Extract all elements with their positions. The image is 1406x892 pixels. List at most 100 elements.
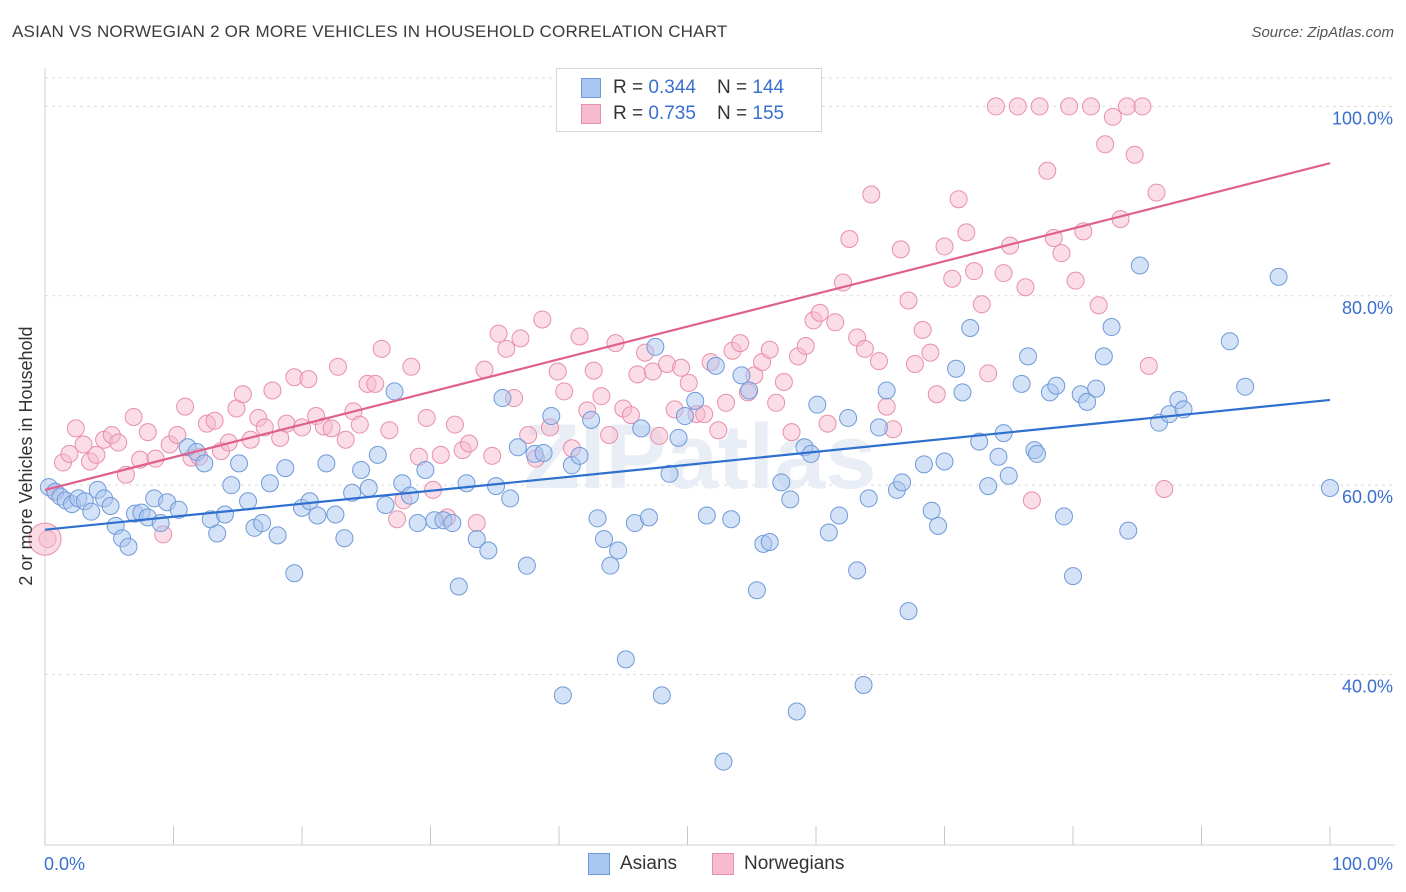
asian-point	[848, 561, 867, 580]
asian-point	[368, 445, 387, 464]
norwegian-point	[650, 426, 669, 445]
norwegian-point	[555, 382, 574, 401]
asian-point	[947, 359, 966, 378]
norwegian-point	[1147, 183, 1166, 202]
asian-point	[646, 337, 665, 356]
x-tick-label: 0.0%	[44, 854, 85, 874]
asian-point	[854, 675, 873, 694]
norwegian-point	[986, 97, 1005, 116]
norwegian-point	[548, 362, 567, 381]
asian-point	[669, 428, 688, 447]
asian-point	[1019, 347, 1038, 366]
asian-point	[376, 496, 395, 515]
asian-point	[457, 474, 476, 493]
asian-point	[616, 650, 635, 669]
norwegian-point	[489, 324, 508, 343]
trend-lines	[44, 162, 1331, 531]
norwegian-point	[855, 339, 874, 358]
norwegian-point	[460, 434, 479, 453]
asian-point	[989, 447, 1008, 466]
asian-point	[1087, 379, 1106, 398]
norwegian-point	[1038, 161, 1057, 180]
norwegian-point	[417, 408, 436, 427]
asian-point	[276, 459, 295, 478]
norwegian-point	[767, 393, 786, 412]
norwegian-point	[336, 430, 355, 449]
asian-point	[222, 476, 241, 495]
asians-swatch	[581, 78, 601, 98]
asian-point	[570, 446, 589, 465]
norwegian-point	[628, 365, 647, 384]
asian-point	[1102, 318, 1121, 337]
asian-point	[740, 381, 759, 400]
norwegian-point	[972, 295, 991, 314]
legend-n-label: N =	[717, 77, 753, 98]
asian-point	[1119, 521, 1138, 540]
source-label: Source: ZipAtlas.com	[1251, 24, 1394, 41]
norwegian-point	[1022, 491, 1041, 510]
asian-point	[260, 474, 279, 493]
asian-point	[893, 473, 912, 492]
asian-point	[169, 500, 188, 519]
asian-point	[493, 389, 512, 408]
norwegian-point	[921, 343, 940, 362]
asian-point	[1094, 347, 1113, 366]
norwegian-point	[293, 418, 311, 437]
asian-point	[839, 408, 858, 427]
norwegian-point	[1081, 97, 1100, 116]
asian-point	[706, 356, 725, 375]
norwegian-point	[774, 372, 793, 391]
legend: R = 0.344 N = 144 R = 0.735 N = 155	[556, 68, 822, 132]
asian-point	[652, 686, 671, 705]
asian-point	[929, 516, 948, 535]
asian-point	[1269, 267, 1288, 286]
norwegian-point	[731, 334, 750, 353]
norwegian-point	[891, 240, 910, 259]
asian-point	[542, 407, 561, 426]
asian-point	[859, 489, 878, 508]
asian-point	[119, 537, 138, 556]
norwegian-point	[483, 446, 502, 465]
asian-point	[819, 523, 838, 542]
asian-point	[285, 564, 304, 583]
asian-point	[922, 501, 941, 520]
asian-point	[208, 524, 227, 543]
asian-point	[1220, 332, 1239, 351]
asian-point	[1078, 392, 1097, 411]
norwegian-point	[570, 327, 589, 346]
norwegian-point	[935, 237, 954, 256]
norwegian-point	[643, 362, 662, 381]
asian-point	[582, 410, 601, 429]
norwegian-point	[350, 415, 369, 434]
norwegian-point	[1155, 479, 1174, 498]
norwegians-label: Norwegians	[744, 853, 845, 874]
norwegian-point	[138, 423, 157, 442]
asian-point	[443, 514, 462, 533]
norwegian-point	[519, 425, 538, 444]
norwegian-point	[818, 414, 837, 433]
asians-swatch	[588, 853, 610, 875]
norwegian-trend-line	[44, 162, 1331, 491]
legend-r-label: R =	[613, 103, 649, 124]
legend-r-value: 0.735	[648, 103, 696, 124]
asian-point	[1012, 374, 1031, 393]
legend-n-value: 144	[752, 77, 785, 98]
asians-label: Asians	[620, 853, 678, 874]
norwegian-point	[146, 449, 165, 468]
norwegian-point	[66, 419, 85, 438]
y-tick-label: 60.0%	[1342, 487, 1393, 507]
asian-point	[195, 454, 214, 473]
asian-point	[609, 541, 628, 560]
asian-point	[253, 514, 272, 533]
asian-point	[1055, 507, 1074, 526]
norwegian-point	[328, 357, 347, 376]
norwegian-point	[760, 340, 779, 359]
asian-point	[508, 438, 527, 457]
asian-point	[1064, 567, 1082, 586]
norwegian-point	[592, 387, 611, 406]
asian-point	[899, 602, 918, 621]
norwegian-point	[263, 381, 282, 400]
asian-point	[335, 529, 354, 548]
asian-point	[352, 461, 371, 480]
asian-point	[326, 505, 345, 524]
